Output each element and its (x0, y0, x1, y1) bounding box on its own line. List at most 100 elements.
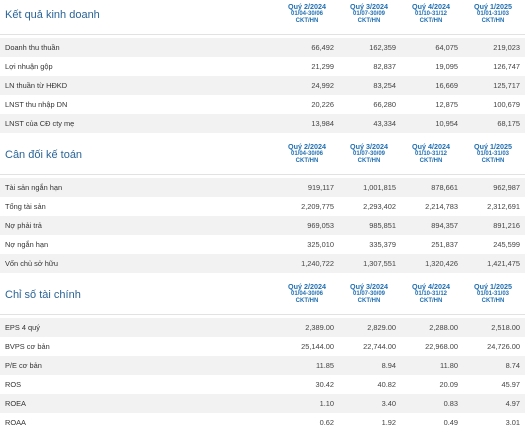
cell-value: 45.97 (501, 380, 521, 389)
cell-value: 13,984 (311, 119, 334, 128)
cell-value: 2,389.00 (305, 323, 334, 332)
row-label: BVPS cơ bản (5, 342, 50, 351)
cell-value: 16,669 (435, 81, 458, 90)
column-header-q1-2025: Quý 1/2025 01/01-31/03 CKT/HN (462, 0, 524, 25)
column-type: CKT/HN (419, 158, 443, 164)
column-dates: 01/07-30/09 (352, 291, 386, 297)
column-header-q3-2024: Quý 3/2024 01/07-30/09 CKT/HN (338, 280, 400, 305)
section-balance-sheet: Cân đối kế toán Quý 2/2024 01/04-30/06 C… (0, 140, 525, 273)
section-title[interactable]: Chỉ số tài chính (5, 289, 81, 301)
cell-value: 21,299 (311, 62, 334, 71)
cell-value: 2,518.00 (491, 323, 520, 332)
row-label: EPS 4 quý (5, 323, 40, 332)
row-label: ROAA (5, 418, 26, 427)
column-quarter: Quý 3/2024 (350, 2, 388, 11)
row-label: LNST thu nhập DN (5, 100, 68, 109)
column-type: CKT/HN (357, 18, 381, 24)
column-type: CKT/HN (481, 158, 505, 164)
column-header-q4-2024: Quý 4/2024 01/10-31/12 CKT/HN (400, 0, 462, 25)
cell-value: 82,837 (373, 62, 396, 71)
cell-value: 2,288.00 (429, 323, 458, 332)
cell-value: 19,095 (435, 62, 458, 71)
table-row: ROEA 1.10 3.40 0.83 4.97 (0, 394, 525, 413)
section-header: Cân đối kế toán Quý 2/2024 01/04-30/06 C… (0, 140, 525, 175)
cell-value: 2,312,691 (487, 202, 520, 211)
column-quarter: Quý 1/2025 (474, 142, 512, 151)
section-header: Kết quả kinh doanh Quý 2/2024 01/04-30/0… (0, 0, 525, 35)
column-type: CKT/HN (295, 158, 319, 164)
column-header-q1-2025: Quý 1/2025 01/01-31/03 CKT/HN (462, 140, 524, 165)
row-label: P/E cơ bản (5, 361, 42, 370)
column-header-q2-2024: Quý 2/2024 01/04-30/06 CKT/HN (276, 0, 338, 25)
cell-value: 12,875 (435, 100, 458, 109)
cell-value: 100,679 (493, 100, 520, 109)
cell-value: 11.80 (440, 361, 458, 370)
column-dates: 01/10-31/12 (414, 151, 448, 157)
row-label: Nợ ngắn hạn (5, 240, 49, 249)
row-label: LNST của CĐ cty mẹ (5, 119, 75, 128)
column-quarter: Quý 4/2024 (412, 142, 450, 151)
column-quarter: Quý 1/2025 (474, 282, 512, 291)
cell-value: 969,053 (307, 221, 334, 230)
column-quarter: Quý 4/2024 (412, 282, 450, 291)
column-header-q3-2024: Quý 3/2024 01/07-30/09 CKT/HN (338, 0, 400, 25)
row-label: Tổng tài sản (5, 202, 46, 211)
cell-value: 25,144.00 (301, 342, 334, 351)
cell-value: 1,320,426 (425, 259, 458, 268)
column-quarter: Quý 4/2024 (412, 2, 450, 11)
column-dates: 01/01-31/03 (476, 11, 510, 17)
table-row: LN thuần từ HĐKD 24,992 83,254 16,669 12… (0, 76, 525, 95)
column-dates: 01/07-30/09 (352, 11, 386, 17)
column-quarter: Quý 2/2024 (288, 282, 326, 291)
cell-value: 22,744.00 (363, 342, 396, 351)
section-title[interactable]: Cân đối kế toán (5, 149, 83, 161)
table-row: Vốn chủ sở hữu 1,240,722 1,307,551 1,320… (0, 254, 525, 273)
table-row: LNST của CĐ cty mẹ 13,984 43,334 10,954 … (0, 114, 525, 133)
column-quarter: Quý 3/2024 (350, 142, 388, 151)
column-header-q3-2024: Quý 3/2024 01/07-30/09 CKT/HN (338, 140, 400, 165)
cell-value: 2,214,783 (425, 202, 458, 211)
section-financial-ratios: Chỉ số tài chính Quý 2/2024 01/04-30/06 … (0, 280, 525, 432)
row-label: Lợi nhuận gộp (5, 62, 53, 71)
row-label: Nợ phải trả (5, 221, 42, 230)
column-header-q4-2024: Quý 4/2024 01/10-31/12 CKT/HN (400, 280, 462, 305)
cell-value: 3.01 (505, 418, 520, 427)
cell-value: 83,254 (373, 81, 396, 90)
column-header-q1-2025: Quý 1/2025 01/01-31/03 CKT/HN (462, 280, 524, 305)
column-quarter: Quý 2/2024 (288, 142, 326, 151)
cell-value: 64,075 (435, 43, 458, 52)
cell-value: 962,987 (493, 183, 520, 192)
column-header-q2-2024: Quý 2/2024 01/04-30/06 CKT/HN (276, 140, 338, 165)
section-title[interactable]: Kết quả kinh doanh (5, 9, 100, 21)
cell-value: 162,359 (369, 43, 396, 52)
cell-value: 919,117 (307, 183, 334, 192)
cell-value: 1.10 (319, 399, 334, 408)
cell-value: 0.62 (319, 418, 334, 427)
row-label: ROS (5, 380, 22, 389)
column-type: CKT/HN (419, 298, 443, 304)
cell-value: 43,334 (373, 119, 396, 128)
table-row: ROAA 0.62 1.92 0.49 3.01 (0, 413, 525, 432)
column-quarter: Quý 2/2024 (288, 2, 326, 11)
cell-value: 985,851 (369, 221, 396, 230)
column-dates: 01/07-30/09 (352, 151, 386, 157)
cell-value: 66,492 (311, 43, 334, 52)
table-row: Tài sản ngắn hạn 919,117 1,001,815 878,6… (0, 178, 525, 197)
column-dates: 01/01-31/03 (476, 291, 510, 297)
table-row: ROS 30.42 40.82 20.09 45.97 (0, 375, 525, 394)
column-header-q4-2024: Quý 4/2024 01/10-31/12 CKT/HN (400, 140, 462, 165)
cell-value: 8.94 (381, 361, 396, 370)
cell-value: 8.74 (505, 361, 520, 370)
row-label: LN thuần từ HĐKD (5, 81, 68, 90)
cell-value: 1.92 (381, 418, 396, 427)
column-dates: 01/10-31/12 (414, 291, 448, 297)
cell-value: 0.49 (443, 418, 458, 427)
table-row: Doanh thu thuần 66,492 162,359 64,075 21… (0, 38, 525, 57)
column-type: CKT/HN (295, 298, 319, 304)
cell-value: 1,421,475 (487, 259, 520, 268)
column-type: CKT/HN (419, 18, 443, 24)
column-quarter: Quý 1/2025 (474, 2, 512, 11)
row-label: ROEA (5, 399, 26, 408)
column-dates: 01/01-31/03 (476, 151, 510, 157)
table-row: Nợ ngắn hạn 325,010 335,379 251,837 245,… (0, 235, 525, 254)
